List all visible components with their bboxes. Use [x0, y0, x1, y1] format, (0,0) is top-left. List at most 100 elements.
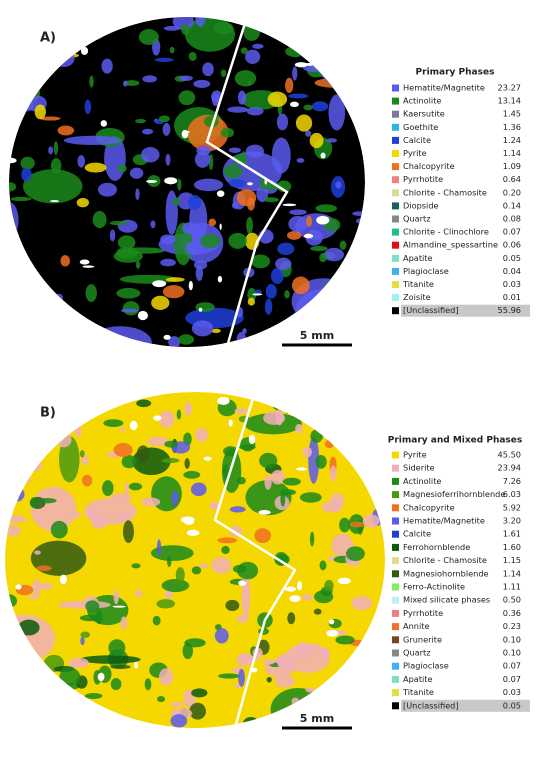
mineral-grain	[183, 470, 201, 479]
mineral-grain	[245, 144, 265, 158]
mineral-grain	[270, 469, 285, 485]
mineral-grain	[109, 221, 128, 226]
mineral-grain	[355, 217, 365, 225]
mineral-grain	[156, 599, 176, 609]
legend-swatch	[392, 530, 399, 538]
mineral-grain	[329, 697, 350, 707]
legend-swatch	[392, 464, 399, 472]
mineral-grain	[325, 26, 332, 32]
mineral-grain	[284, 643, 331, 674]
mineral-grain	[69, 18, 78, 29]
mineral-grain	[292, 66, 298, 81]
mineral-grain	[176, 409, 182, 420]
mineral-grain	[181, 23, 190, 35]
mineral-grain	[110, 493, 132, 502]
legend-name: Pyrite	[403, 450, 427, 460]
mineral-grain	[9, 202, 19, 239]
mineral-grain	[319, 252, 327, 263]
legend-name: Magnesioferrihornblende	[403, 489, 505, 499]
legend-name: Chalcopyrite	[403, 502, 455, 512]
mineral-grain	[291, 276, 310, 295]
mineral-grain	[326, 138, 338, 143]
legend-name: Pyrrhotite	[403, 608, 443, 618]
mineral-grain	[319, 25, 346, 45]
void	[316, 419, 331, 428]
mineral-grain	[5, 650, 12, 660]
mineral-grain	[346, 709, 359, 728]
legend-title: Primary and Mixed Phases	[388, 436, 523, 446]
mineral-grain	[217, 537, 238, 544]
mineral-grain	[228, 147, 241, 153]
mineral-grain	[142, 75, 157, 83]
mineral-grain	[190, 482, 207, 497]
mineral-grain	[117, 512, 130, 520]
mineral-grain	[194, 151, 211, 168]
mineral-grain	[211, 557, 232, 574]
mineral-grain	[275, 257, 292, 271]
mineral-grain	[147, 436, 169, 447]
legend-value: 0.23	[503, 621, 521, 631]
mineral-grain	[97, 182, 117, 197]
mineral-grain	[122, 301, 140, 316]
mineral-grain	[339, 240, 347, 250]
mineral-grain	[341, 19, 360, 32]
void	[238, 580, 247, 586]
void	[52, 301, 62, 306]
legend-value: 0.05	[503, 700, 521, 710]
mineral-grain	[64, 713, 76, 726]
mineral-grain	[141, 146, 160, 163]
mineral-grain	[88, 326, 152, 347]
mineral-grain	[55, 689, 75, 698]
mineral-grain	[284, 290, 290, 299]
mineral-grain	[84, 99, 92, 115]
mineral-grain	[275, 554, 290, 565]
legend-swatch	[392, 636, 399, 644]
mineral-grain	[346, 546, 365, 562]
legend-value: 23.94	[498, 463, 521, 473]
fracture	[205, 17, 289, 347]
mineral-grain	[324, 580, 334, 592]
mineral-grain	[267, 392, 293, 411]
mineral-grain	[195, 428, 209, 443]
legend-value: 1.11	[503, 582, 521, 592]
mineral-grain	[55, 293, 64, 303]
mineral-grain	[305, 130, 312, 137]
mineral-grain	[9, 108, 20, 121]
mineral-grain	[342, 76, 349, 84]
mineral-grain	[141, 497, 161, 507]
legend-name: Apatite	[403, 253, 433, 263]
mineral-grain	[128, 482, 143, 491]
mineral-grain	[282, 721, 302, 727]
mineral-grain	[328, 20, 349, 28]
mineral-grain	[189, 702, 207, 720]
void	[49, 200, 60, 203]
mineral-grain	[310, 429, 323, 443]
legend-name: Calcite	[403, 135, 431, 145]
mineral-grain	[188, 51, 197, 61]
mineral-grain	[289, 209, 307, 216]
mineral-grain	[376, 460, 385, 474]
mineral-grain	[18, 17, 38, 26]
mineral-grain	[30, 497, 38, 508]
mineral-grain	[274, 675, 296, 688]
mineral-grain	[195, 17, 206, 27]
mineral-grain	[184, 638, 206, 648]
legend-value: 1.14	[503, 148, 521, 158]
mineral-grain	[229, 506, 246, 513]
mineral-grain	[285, 77, 294, 93]
mineral-grain	[160, 258, 176, 267]
mineral-grain	[271, 137, 291, 174]
mineral-grain	[263, 197, 279, 203]
mineral-grain	[14, 474, 31, 485]
mineral-grain	[162, 123, 171, 136]
void	[294, 62, 308, 68]
legend-name: Ferrohornblende	[403, 542, 470, 552]
mineral-grain	[62, 24, 85, 36]
legend-swatch	[392, 583, 399, 591]
mineral-grain	[11, 413, 29, 424]
mineral-grain	[85, 392, 94, 408]
mineral-grain	[211, 328, 221, 334]
legend-name: Goethite	[403, 122, 438, 132]
mineral-grain	[80, 631, 91, 638]
scale-bar-label: 5 mm	[300, 712, 334, 725]
